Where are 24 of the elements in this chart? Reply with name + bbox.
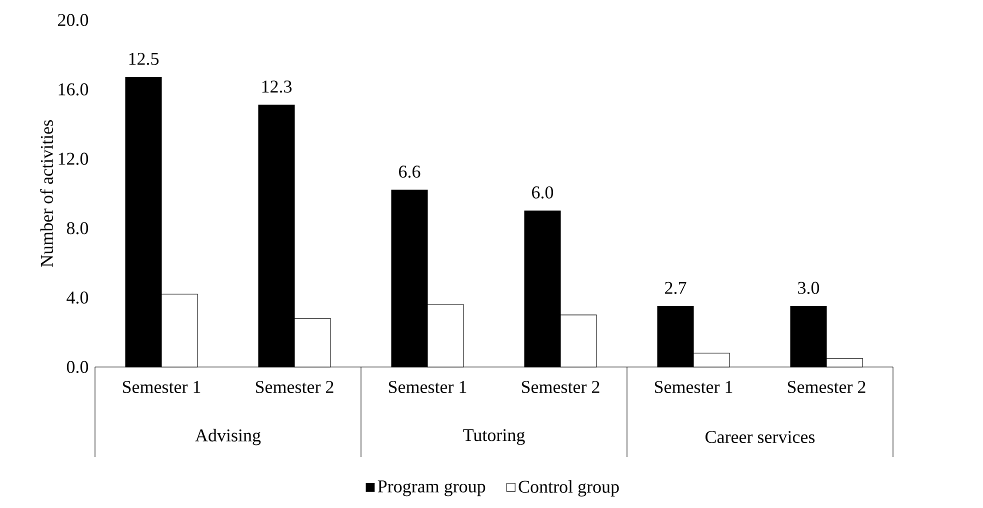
text: Advising bbox=[195, 428, 261, 446]
annotation: 6.0 bbox=[532, 186, 554, 199]
annotation: 12.3 bbox=[262, 80, 292, 93]
x-tick-label: Semester 2 bbox=[522, 380, 600, 394]
x-tick-label: Semester 1 bbox=[122, 380, 200, 394]
x-tick-label: Semester 2 bbox=[256, 380, 334, 394]
y-tick-label: 8.0 bbox=[66, 222, 88, 234]
y-tick-label: 16.0 bbox=[58, 83, 88, 96]
y-tick-label: 12.0 bbox=[58, 152, 88, 165]
annotation: 3.0 bbox=[798, 282, 820, 294]
x-tick-label: Semester 2 bbox=[788, 380, 866, 394]
annotation: 2.7 bbox=[665, 282, 686, 294]
legend-label: Program group bbox=[378, 480, 486, 496]
y-tick-label: 4.0 bbox=[66, 291, 88, 304]
legend-label: Control group bbox=[518, 480, 619, 497]
x-tick-label: Semester 1 bbox=[388, 380, 466, 394]
y-axis-title: Number of activities bbox=[40, 120, 53, 267]
text: Career services bbox=[706, 430, 815, 444]
annotation: 6.6 bbox=[399, 166, 420, 178]
y-tick-label: 0.0 bbox=[66, 360, 88, 374]
y-tick-label: 20.0 bbox=[58, 14, 88, 26]
text: Tutoring bbox=[463, 429, 525, 445]
x-tick-label: Semester 1 bbox=[654, 380, 732, 394]
annotation: 12.5 bbox=[129, 52, 159, 65]
